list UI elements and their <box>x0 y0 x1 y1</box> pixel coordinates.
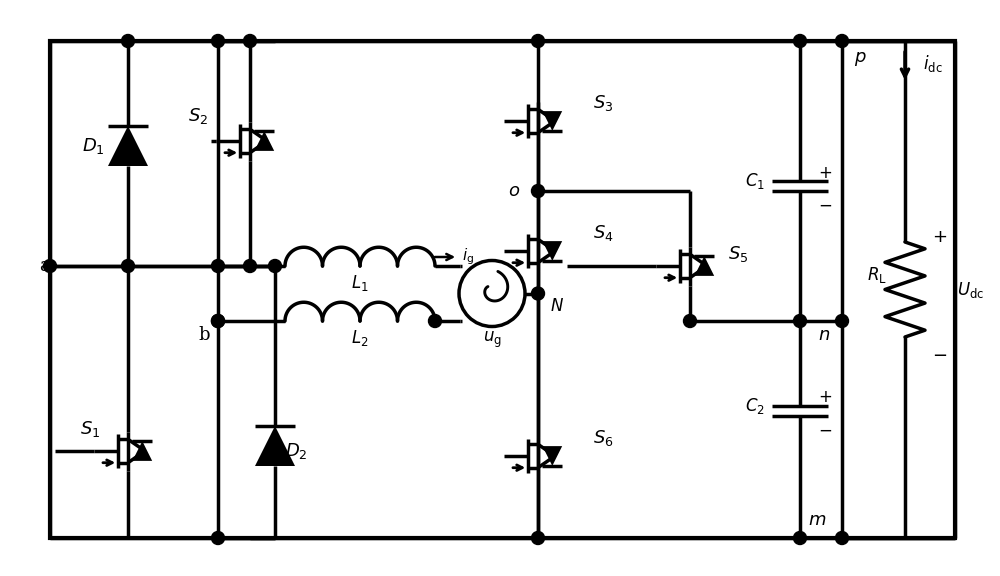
Text: $S_2$: $S_2$ <box>188 106 208 126</box>
Circle shape <box>122 35 134 47</box>
Circle shape <box>212 35 225 47</box>
Text: $m$: $m$ <box>808 511 826 529</box>
Text: $u_{\rm g}$: $u_{\rm g}$ <box>483 329 501 350</box>
Polygon shape <box>108 126 148 166</box>
Text: $C_1$: $C_1$ <box>745 171 765 191</box>
Circle shape <box>836 314 848 328</box>
Polygon shape <box>542 446 562 466</box>
Text: $S_4$: $S_4$ <box>593 223 614 243</box>
Circle shape <box>684 314 696 328</box>
Polygon shape <box>255 426 295 466</box>
Polygon shape <box>132 441 152 461</box>
Text: $+$: $+$ <box>932 228 948 246</box>
Text: $L_2$: $L_2$ <box>351 328 369 348</box>
Circle shape <box>532 287 544 300</box>
Circle shape <box>794 35 806 47</box>
Text: $L_1$: $L_1$ <box>351 273 369 293</box>
Polygon shape <box>542 241 562 261</box>
Text: $D_2$: $D_2$ <box>285 441 308 461</box>
Circle shape <box>212 314 225 328</box>
Circle shape <box>268 260 282 272</box>
Text: $R_{\rm L}$: $R_{\rm L}$ <box>867 264 887 285</box>
Circle shape <box>44 260 56 272</box>
Text: $p$: $p$ <box>854 50 867 68</box>
Text: $C_2$: $C_2$ <box>745 396 765 416</box>
Text: $-$: $-$ <box>818 197 832 214</box>
Circle shape <box>244 35 256 47</box>
Circle shape <box>428 314 441 328</box>
Text: $n$: $n$ <box>818 326 830 344</box>
Circle shape <box>532 35 544 47</box>
Text: $-$: $-$ <box>818 422 832 439</box>
Text: $i_{\rm g}$: $i_{\rm g}$ <box>462 247 474 267</box>
Text: $S_6$: $S_6$ <box>593 428 614 448</box>
Text: $o$: $o$ <box>508 182 520 200</box>
Circle shape <box>836 532 848 544</box>
Circle shape <box>532 532 544 544</box>
Text: b: b <box>198 326 210 344</box>
Circle shape <box>532 184 544 198</box>
Text: $S_5$: $S_5$ <box>728 244 748 264</box>
Circle shape <box>212 314 225 328</box>
Text: $-$: $-$ <box>932 345 948 363</box>
Circle shape <box>836 35 848 47</box>
Text: $D_1$: $D_1$ <box>82 136 104 156</box>
Text: $U_{\rm dc}$: $U_{\rm dc}$ <box>957 279 984 300</box>
Text: $N$: $N$ <box>550 298 564 315</box>
Circle shape <box>794 314 806 328</box>
Circle shape <box>122 260 134 272</box>
Text: $+$: $+$ <box>818 165 832 181</box>
Text: $S_1$: $S_1$ <box>80 419 100 439</box>
Circle shape <box>244 260 256 272</box>
Polygon shape <box>542 111 562 131</box>
Text: $i_{\rm dc}$: $i_{\rm dc}$ <box>923 52 943 74</box>
Text: a: a <box>39 257 50 275</box>
Text: $S_3$: $S_3$ <box>593 93 613 113</box>
Text: $+$: $+$ <box>818 389 832 407</box>
Circle shape <box>459 260 525 327</box>
Bar <box>50 41 955 538</box>
Polygon shape <box>254 131 274 151</box>
Circle shape <box>212 532 225 544</box>
Polygon shape <box>694 256 714 276</box>
Circle shape <box>794 532 806 544</box>
Circle shape <box>212 260 225 272</box>
